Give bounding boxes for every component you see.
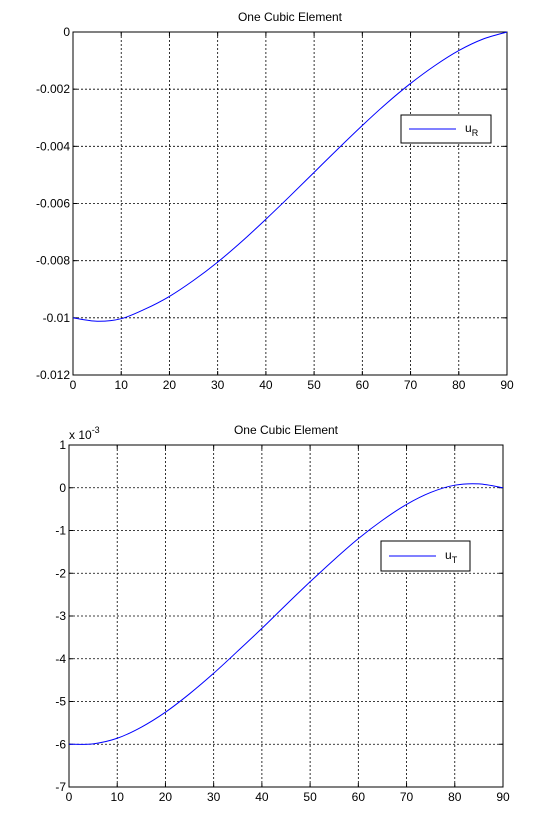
- x-tick-label: 90: [500, 378, 514, 392]
- x-tick-label: 60: [352, 790, 366, 804]
- x-tick-label: 40: [259, 378, 273, 392]
- series-line: [72, 31, 508, 322]
- y-axis-multiplier: x 10-3: [69, 425, 100, 442]
- x-tick-label: 20: [163, 378, 177, 392]
- x-tick-label: 20: [159, 790, 173, 804]
- x-tick-label: 10: [111, 790, 125, 804]
- y-tick-label: -1: [55, 524, 66, 538]
- x-tick-label: 0: [66, 790, 73, 804]
- chart-ur: 0 10 20 30 40 50 60 70 80 90 0 -0.002 -0.004 -0.006 -0…: [36, 10, 514, 392]
- x-tick-label: 70: [404, 378, 418, 392]
- x-tick-label: 90: [496, 790, 510, 804]
- y-tick-label: -6: [55, 737, 66, 751]
- x-tick-label: 10: [115, 378, 129, 392]
- x-tick-label: 30: [207, 790, 221, 804]
- y-tick-label: -0.01: [43, 311, 71, 325]
- y-tick-label: -0.004: [36, 139, 70, 153]
- x-tick-label: 40: [255, 790, 269, 804]
- x-tick-label: 50: [307, 378, 321, 392]
- x-tick-label: 70: [400, 790, 414, 804]
- y-tick-label: -2: [55, 566, 66, 580]
- y-tick-label: -3: [55, 609, 66, 623]
- y-tick-label: -0.012: [36, 368, 70, 382]
- y-tick-label: 1: [59, 438, 66, 452]
- x-tick-label: 80: [452, 378, 466, 392]
- x-tick-label: 50: [303, 790, 317, 804]
- x-tick-label: 30: [211, 378, 225, 392]
- y-tick-label: -4: [55, 652, 66, 666]
- chart-title: One Cubic Element: [238, 10, 343, 24]
- y-tick-label: 0: [63, 25, 70, 39]
- x-tick-label: 0: [70, 378, 77, 392]
- y-tick-label: -5: [55, 695, 66, 709]
- y-tick-label: -7: [55, 780, 66, 794]
- x-tick-label: 60: [356, 378, 370, 392]
- y-tick-label: -0.006: [36, 197, 70, 211]
- y-tick-label: -0.008: [36, 254, 70, 268]
- x-tick-label: 80: [448, 790, 462, 804]
- chart-title: One Cubic Element: [234, 423, 339, 437]
- y-tick-label: -0.002: [36, 82, 70, 96]
- y-tick-label: 0: [59, 481, 66, 495]
- series-line: [68, 483, 504, 745]
